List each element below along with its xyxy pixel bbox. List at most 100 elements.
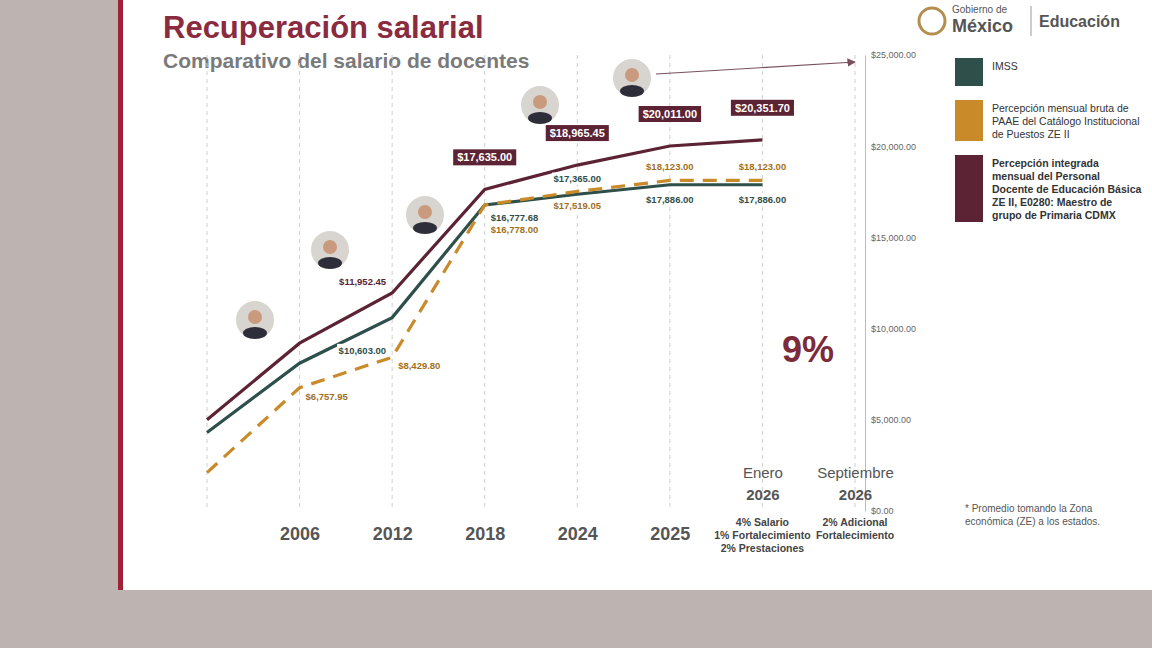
series-line <box>207 185 762 433</box>
x-tick: Enero2026 <box>743 464 783 503</box>
y-tick: $0.00 <box>865 506 894 516</box>
grid <box>207 55 855 511</box>
category-note: 4% Salario <box>736 516 789 528</box>
photo-frame <box>612 58 652 98</box>
x-tick-label: 2006 <box>280 524 320 544</box>
x-tick-label: Septiembre2026 <box>817 464 894 503</box>
y-tick: $10,000.00 <box>865 324 916 334</box>
data-label-text: $20,011.00 <box>643 108 697 120</box>
x-tick: 2018 <box>465 524 505 544</box>
data-label-box <box>453 149 516 165</box>
data-label-text: $17,365.00 <box>554 173 602 184</box>
data-label-text: $17,886.00 <box>739 194 787 205</box>
legend-item: IMSS <box>955 58 1018 86</box>
photos <box>235 58 652 340</box>
data-label-bg <box>489 223 540 236</box>
data-label-bg <box>552 200 603 213</box>
chart-svg: Recuperación salarialComparativo del sal… <box>0 0 1152 648</box>
legend-item: Percepción mensual bruta dePAAE del Catá… <box>955 100 1139 141</box>
series-line <box>207 180 762 472</box>
legend-swatch <box>955 155 983 222</box>
y-tick-label: $0.00 <box>871 506 894 516</box>
x-tick: 2012 <box>373 524 413 544</box>
data-label: $17,365.00 <box>552 173 603 186</box>
legend-label: IMSS <box>992 60 1018 72</box>
data-label-text: $11,952.45 <box>339 276 387 287</box>
data-label: $16,778.00 <box>489 223 540 236</box>
category-note: 2% Adicional <box>823 516 888 528</box>
legend-swatch <box>955 100 983 141</box>
y-axis-line <box>865 56 866 512</box>
category-note: 1% Fortalecimiento <box>714 529 810 541</box>
logo-text: México <box>952 16 1013 36</box>
grid-line <box>669 55 670 511</box>
annotation: 9% <box>782 329 834 370</box>
data-label-text: $18,965.45 <box>550 127 605 139</box>
y-axis: $0.00$5,000.00$10,000.00$15,000.00$20,00… <box>865 50 916 516</box>
grid-line <box>577 55 578 511</box>
photo-head <box>533 95 547 109</box>
data-label-bg <box>645 193 696 206</box>
photo-body <box>413 222 437 234</box>
photo-head <box>418 205 432 219</box>
data-label-text: $17,635.00 <box>457 151 512 163</box>
data-label-text: $8,429.80 <box>398 360 440 371</box>
data-label: $11,952.45 <box>338 275 389 288</box>
data-label: $10,603.00 <box>337 344 388 357</box>
photo-frame <box>520 85 560 125</box>
grid-line <box>392 55 393 511</box>
y-tick: $15,000.00 <box>865 233 916 243</box>
arrow <box>656 62 855 74</box>
series-line <box>207 140 762 420</box>
data-label: $17,886.00 <box>645 193 696 206</box>
data-label: $20,011.00 <box>639 106 701 122</box>
photo-body <box>243 327 267 339</box>
data-label-bg <box>737 193 788 206</box>
photo-frame <box>405 195 445 235</box>
data-label: $18,965.45 <box>546 125 609 141</box>
subtitle: Comparativo del salario de docentes <box>163 49 529 72</box>
category-note: Fortalecimiento <box>816 529 894 541</box>
x-tick: 2025 <box>650 524 690 544</box>
logo-text: Educación <box>1039 13 1120 30</box>
data-label: $17,635.00 <box>453 149 516 165</box>
photo-body <box>528 112 552 124</box>
x-tick-label: 2024 <box>558 524 598 544</box>
x-tick-label: 2025 <box>650 524 690 544</box>
photo-body <box>620 85 644 97</box>
data-label: $17,886.00 <box>737 193 788 206</box>
data-label-bg <box>397 359 442 372</box>
y-tick-label: $5,000.00 <box>871 415 911 425</box>
photo-frame <box>235 300 275 340</box>
x-tick: 2006 <box>280 524 320 544</box>
x-tick-label: Enero2026 <box>743 464 783 503</box>
legend-item: Percepción integradamensual del Personal… <box>955 155 1142 222</box>
data-label: $20,351.70 <box>731 100 794 116</box>
legend-swatch <box>955 58 983 86</box>
y-tick-label: $15,000.00 <box>871 233 916 243</box>
y-tick-label: $25,000.00 <box>871 50 916 60</box>
x-tick-label: 2018 <box>465 524 505 544</box>
plot-area <box>207 140 762 473</box>
logo-text: Gobierno de <box>952 4 1007 15</box>
legend-label: Percepción integradamensual del Personal… <box>992 157 1142 221</box>
background <box>0 0 1152 648</box>
photo <box>405 195 445 235</box>
x-tick: Septiembre2026 <box>817 464 894 503</box>
data-label-bg <box>737 161 788 174</box>
data-label-bg <box>337 344 388 357</box>
grid-line <box>762 55 763 511</box>
data-label: $17,519.05 <box>552 200 603 213</box>
footnote: * Promedio tomando la Zonaeconómica (ZE)… <box>965 503 1100 527</box>
photo <box>310 230 350 270</box>
data-label-bg <box>338 275 389 288</box>
data-label-bg <box>489 211 540 224</box>
data-label: $18,123.00 <box>645 161 696 174</box>
data-label: $18,123.00 <box>737 161 788 174</box>
y-tick: $5,000.00 <box>865 415 911 425</box>
photo-frame <box>310 230 350 270</box>
data-label-box <box>546 125 609 141</box>
x-axis: 2006 2012 2018 2024 2025 Enero2026 Septiembre2… <box>280 464 894 544</box>
photo-head <box>248 310 262 324</box>
photo-head <box>323 240 337 254</box>
